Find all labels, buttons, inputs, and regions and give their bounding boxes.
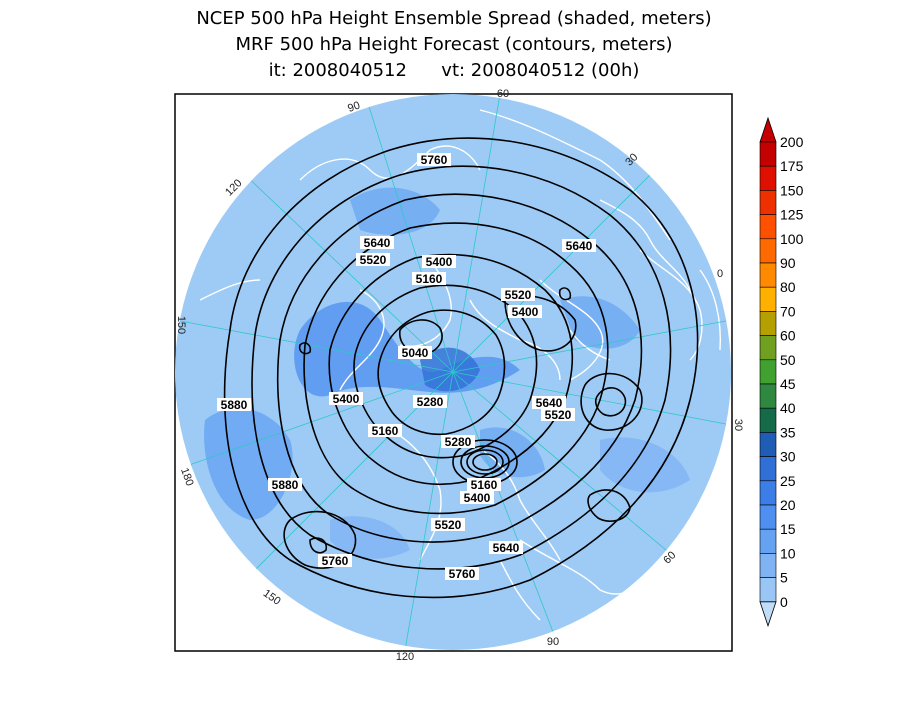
contour-label: 5760 (449, 567, 476, 581)
colorbar-swatch (759, 238, 777, 264)
title-line-3: it: 2008040512 vt: 2008040512 (00h) (268, 60, 640, 81)
colorbar-swatch (759, 504, 777, 530)
lon-label: 60 (497, 88, 509, 100)
contour-label: 5640 (536, 396, 563, 410)
colorbar-swatch (759, 383, 777, 409)
colorbar-label: 20 (780, 497, 796, 513)
lon-label: 150 (175, 316, 187, 334)
colorbar-label: 80 (780, 279, 796, 295)
colorbar-label: 5 (780, 570, 788, 586)
lon-label: 0 (717, 268, 723, 280)
colorbar-swatch (759, 577, 777, 603)
contour-label: 5400 (333, 392, 360, 406)
contour-label: 5640 (566, 239, 593, 253)
colorbar-swatch (759, 311, 777, 336)
colorbar-label: 40 (780, 400, 796, 416)
colorbar-label: 150 (780, 182, 804, 198)
contour-label: 5520 (545, 408, 572, 422)
colorbar-swatch (759, 141, 777, 167)
colorbar-label: 35 (780, 424, 796, 440)
colorbar-label: 175 (780, 158, 804, 174)
contour-label: 5880 (221, 398, 248, 412)
colorbar-swatch (759, 456, 777, 482)
contour-label: 5160 (416, 272, 443, 286)
map-title: NCEP 500 hPa Height Ensemble Spread (sha… (0, 6, 908, 84)
contour-label: 5280 (445, 435, 472, 449)
contour-label: 5640 (364, 236, 391, 250)
colorbar-label: 25 (780, 473, 796, 489)
colorbar-swatch (759, 359, 777, 385)
title-line-2: MRF 500 hPa Height Forecast (contours, m… (235, 34, 673, 55)
contour-label: 5640 (493, 541, 520, 555)
contour-label: 5880 (272, 478, 299, 492)
colorbar-swatch (759, 165, 777, 191)
contour-label: 5520 (360, 253, 387, 267)
colorbar-bottom-arrow (759, 601, 777, 628)
colorbar-swatch (759, 407, 777, 433)
colorbar-label: 70 (780, 303, 796, 319)
contour-label: 5760 (322, 554, 349, 568)
colorbar-swatch (759, 480, 777, 506)
contour-label: 5040 (402, 346, 429, 360)
contour-label: 5160 (372, 424, 399, 438)
lon-label: 120 (396, 651, 414, 663)
colorbar-swatch (759, 262, 777, 288)
title-line-1: NCEP 500 hPa Height Ensemble Spread (sha… (196, 8, 712, 29)
colorbar-swatch (759, 335, 777, 361)
colorbar-label: 125 (780, 207, 804, 223)
lon-label: 180 (178, 466, 196, 487)
contour-label: 5520 (505, 288, 532, 302)
colorbar-label: 60 (780, 328, 796, 344)
contour-label: 5400 (464, 491, 491, 505)
colorbar-swatch (759, 553, 777, 578)
colorbar-label: 100 (780, 231, 804, 247)
colorbar-label: 50 (780, 352, 796, 368)
colorbar-label: 15 (780, 521, 796, 537)
contour-label: 5760 (421, 153, 448, 167)
colorbar-swatch (759, 432, 777, 457)
colorbar-label: 0 (780, 594, 788, 610)
colorbar-label: 30 (780, 449, 796, 465)
colorbar-label: 90 (780, 255, 796, 271)
colorbar-label: 45 (780, 376, 796, 392)
colorbar: 2001751501251009080706050454035302520151… (759, 116, 804, 628)
contour-label: 5160 (471, 478, 498, 492)
colorbar-swatch (759, 190, 777, 215)
contour-label: 5280 (417, 395, 444, 409)
lon-label: 90 (547, 636, 559, 648)
contour-label: 5400 (426, 255, 453, 269)
lon-label: 90 (346, 99, 362, 114)
contour-label: 5400 (512, 305, 539, 319)
colorbar-top-arrow (759, 116, 777, 143)
contour-labels: 5760 5640 5640 5520 5400 5160 5520 5400 … (217, 153, 596, 581)
colorbar-label: 200 (780, 134, 804, 150)
lon-label: 30 (732, 419, 744, 431)
colorbar-swatch (759, 286, 777, 312)
colorbar-swatch (759, 528, 777, 554)
contour-label: 5520 (435, 518, 462, 532)
colorbar-label: 10 (780, 545, 796, 561)
colorbar-swatch (759, 214, 777, 240)
